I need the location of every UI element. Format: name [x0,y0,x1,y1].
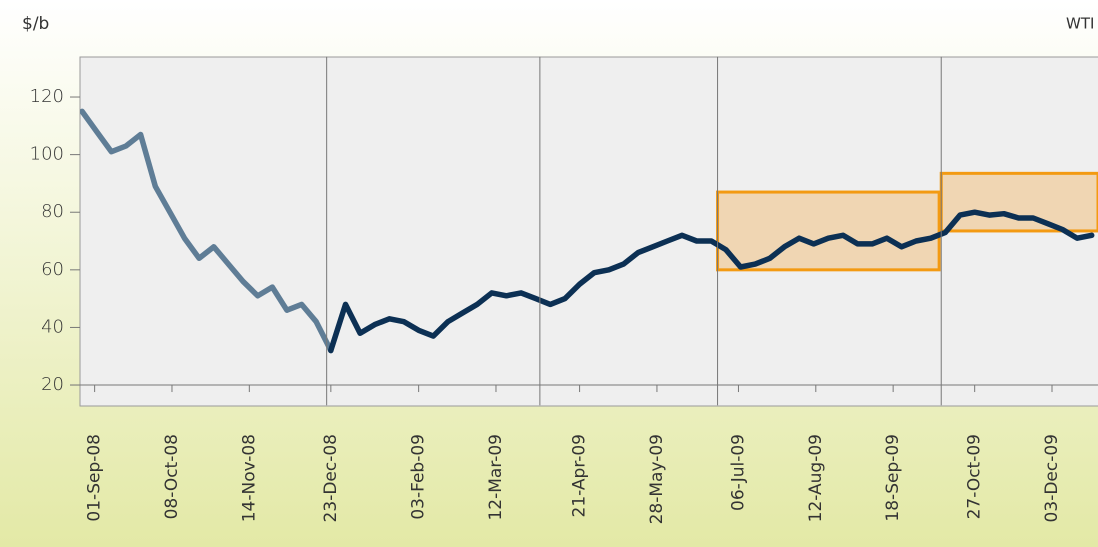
x-tick-label: 21-Apr-09 [570,434,590,517]
series-label: WTI [1066,15,1094,33]
band [939,171,1098,233]
y-tick-label: 60 [41,259,64,280]
x-tick-label: 12-Aug-09 [806,434,826,522]
x-tick-label: 03-Dec-09 [1042,434,1062,522]
x-tick-label: 27-Oct-09 [965,434,985,519]
x-tick-label: 06-Jul-09 [728,434,748,511]
y-tick-label: 120 [30,86,64,107]
series-line [80,108,334,354]
x-tick-label: 23-Dec-08 [321,434,341,522]
lines [80,108,1095,354]
x-tick-label: 03-Feb-09 [409,434,429,520]
y-tick-label: 20 [41,374,64,395]
x-tick-label: 14-Nov-08 [239,434,259,522]
y-unit: $/b [22,14,49,34]
x-tick-label: 28-May-09 [647,434,667,524]
series-line [328,209,1095,354]
x-tick-label: 01-Sep-08 [85,434,105,522]
y-tick-label: 100 [30,144,64,165]
axes: 20 40 60 80 100 120 01-Sep-08 08-Oct-08 14-Nov-0… [30,56,1098,524]
x-tick-label: 12-Mar-09 [486,434,506,521]
band [716,190,941,272]
x-tick-label: 08-Oct-08 [162,434,182,519]
y-tick-label: 80 [41,201,64,222]
x-tick-label: 18-Sep-09 [883,434,903,522]
plot-area [79,56,1098,407]
y-tick-label: 40 [41,316,64,337]
